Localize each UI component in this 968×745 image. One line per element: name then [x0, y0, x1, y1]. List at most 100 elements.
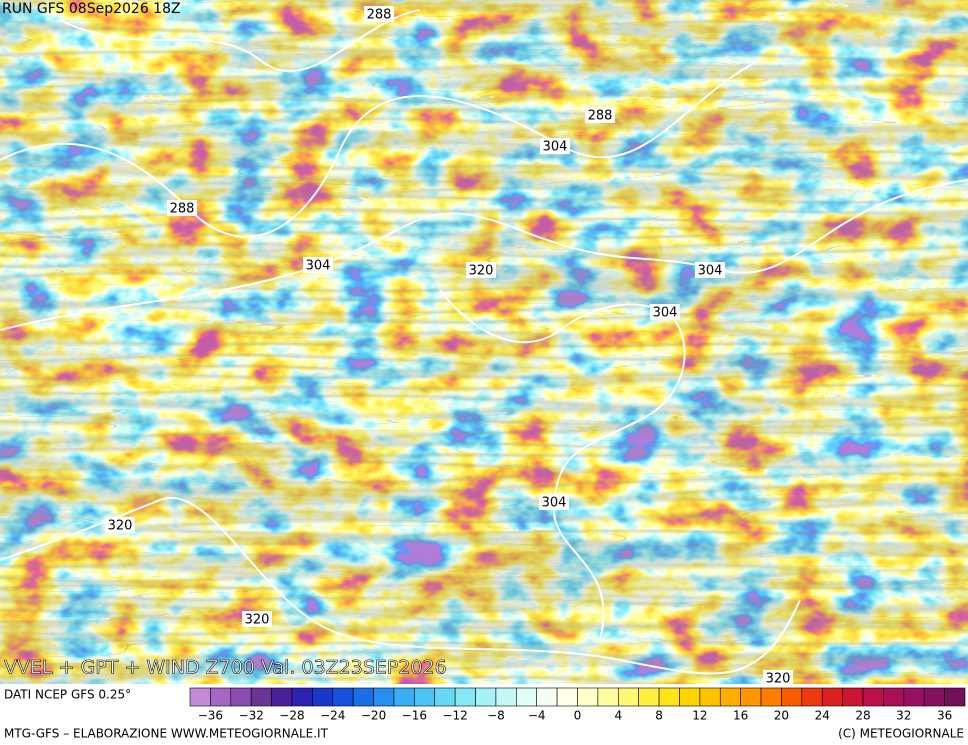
contour-label-box: [540, 138, 570, 154]
colorbar-swatch: [495, 687, 517, 707]
contour-label-box: [466, 262, 496, 278]
colorbar-tick-label: −12: [442, 709, 467, 723]
colorbar-swatch: [352, 687, 374, 707]
colorbar-tick-label: −4: [528, 709, 546, 723]
colorbar-tick-label: 4: [614, 709, 622, 723]
footer-right: (C) METEOGIORNALE: [838, 727, 964, 741]
colorbar-swatch: [556, 687, 578, 707]
colorbar-tick-label: 32: [896, 709, 911, 723]
colorbar-tick-label: −8: [487, 709, 505, 723]
contour-label: 304: [653, 306, 678, 321]
colorbar-swatch: [454, 687, 476, 707]
contour-labels: 288 288 304 288 304 320 304 304 304 320 320 320: [105, 6, 793, 687]
contour-line: [439, 289, 686, 641]
contour-label: 304: [542, 496, 567, 511]
contour-label-box: [303, 257, 333, 273]
colorbar-tick-label: 24: [815, 709, 830, 723]
colorbar-swatch: [250, 687, 272, 707]
colorbar-tick-label: 16: [733, 709, 748, 723]
colorbar-swatch: [719, 687, 741, 707]
wind-streamlines: [0, 0, 968, 684]
colorbar-swatch: [230, 687, 252, 707]
colorbar-swatch: [597, 687, 619, 707]
colorbar-swatch: [536, 687, 558, 707]
colorbar-tick-label: 28: [855, 709, 870, 723]
contour-label-box: [242, 611, 272, 627]
contour-line: [59, 9, 421, 73]
colorbar-swatch: [393, 687, 415, 707]
contour-line: [0, 179, 968, 331]
colorbar-swatch: [699, 687, 721, 707]
colorbar: [189, 687, 966, 707]
contour-label: 320: [766, 672, 791, 687]
colorbar-tick-label: 0: [574, 709, 582, 723]
colorbar-tick-label: 8: [655, 709, 663, 723]
colorbar-swatch: [312, 687, 334, 707]
contour-line: [0, 496, 801, 675]
contour-label: 288: [367, 8, 392, 23]
colorbar-swatch: [862, 687, 884, 707]
contour-label: 320: [245, 613, 270, 628]
colorbar-tick-label: −20: [361, 709, 386, 723]
colorbar-tick-label: 36: [937, 709, 952, 723]
run-label: RUN GFS 08Sep2026 18Z: [2, 1, 181, 17]
colorbar-swatch: [373, 687, 395, 707]
colorbar-tick-label: −32: [239, 709, 264, 723]
colorbar-swatch: [577, 687, 599, 707]
colorbar-swatch: [842, 687, 864, 707]
colorbar-swatch: [903, 687, 925, 707]
colorbar-swatch: [781, 687, 803, 707]
colorbar-tick-label: −16: [402, 709, 427, 723]
colorbar-swatch: [801, 687, 823, 707]
contour-label: 304: [306, 259, 331, 274]
colorbar-swatch: [638, 687, 660, 707]
geopotential-contours: [0, 9, 968, 675]
colorbar-swatch: [475, 687, 497, 707]
colorbar-swatch: [332, 687, 354, 707]
colorbar-tick-label: 20: [774, 709, 789, 723]
contour-line: [0, 59, 761, 238]
colorbar-swatch: [617, 687, 639, 707]
colorbar-swatch: [740, 687, 762, 707]
source-label: DATI NCEP GFS 0.25°: [4, 688, 131, 702]
contour-label: 304: [543, 140, 568, 155]
contour-label: 320: [108, 519, 133, 534]
colorbar-swatch: [883, 687, 905, 707]
colorbar-swatch: [414, 687, 436, 707]
colorbar-ticks: −36 −32 −28 −24 −20 −16 −12 −8 −4 0 4 8 12 16 20 24 28 32…: [198, 709, 953, 723]
contour-label-box: [763, 670, 793, 686]
colorbar-swatch: [210, 687, 232, 707]
map-title: VVEL + GPT + WIND Z700 Val. 03Z23SEP2026: [4, 657, 447, 679]
contour-label-box: [167, 200, 197, 216]
colorbar-swatch: [434, 687, 456, 707]
colorbar-tick-label: −36: [198, 709, 223, 723]
contour-label-box: [364, 6, 394, 22]
contour-label: 288: [170, 202, 195, 217]
colorbar-tick-label: −24: [320, 709, 345, 723]
contour-label-box: [650, 304, 680, 320]
contour-label: 288: [588, 109, 613, 124]
footer-left: MTG-GFS – ELABORAZIONE WWW.METEOGIORNALE…: [4, 727, 329, 741]
map: 288 288 304 288 304 320 304 304 304 320 320 320 RUN…: [0, 0, 968, 687]
contour-label-box: [105, 517, 135, 533]
colorbar-swatch: [516, 687, 538, 707]
contour-label: 320: [469, 264, 494, 279]
contour-label-box: [539, 494, 569, 510]
colorbar-tick-label: −28: [279, 709, 304, 723]
colorbar-swatch: [271, 687, 293, 707]
colorbar-swatch: [658, 687, 680, 707]
colorbar-swatch: [760, 687, 782, 707]
colorbar-swatch: [679, 687, 701, 707]
colorbar-swatch: [189, 687, 211, 707]
colorbar-tick-label: 12: [692, 709, 707, 723]
colorbar-swatch: [291, 687, 313, 707]
contour-label: 304: [698, 264, 723, 279]
contour-label-box: [695, 262, 725, 278]
colorbar-swatch: [944, 687, 966, 707]
contour-label-box: [585, 107, 615, 123]
colorbar-swatch: [821, 687, 843, 707]
colorbar-swatch: [923, 687, 945, 707]
